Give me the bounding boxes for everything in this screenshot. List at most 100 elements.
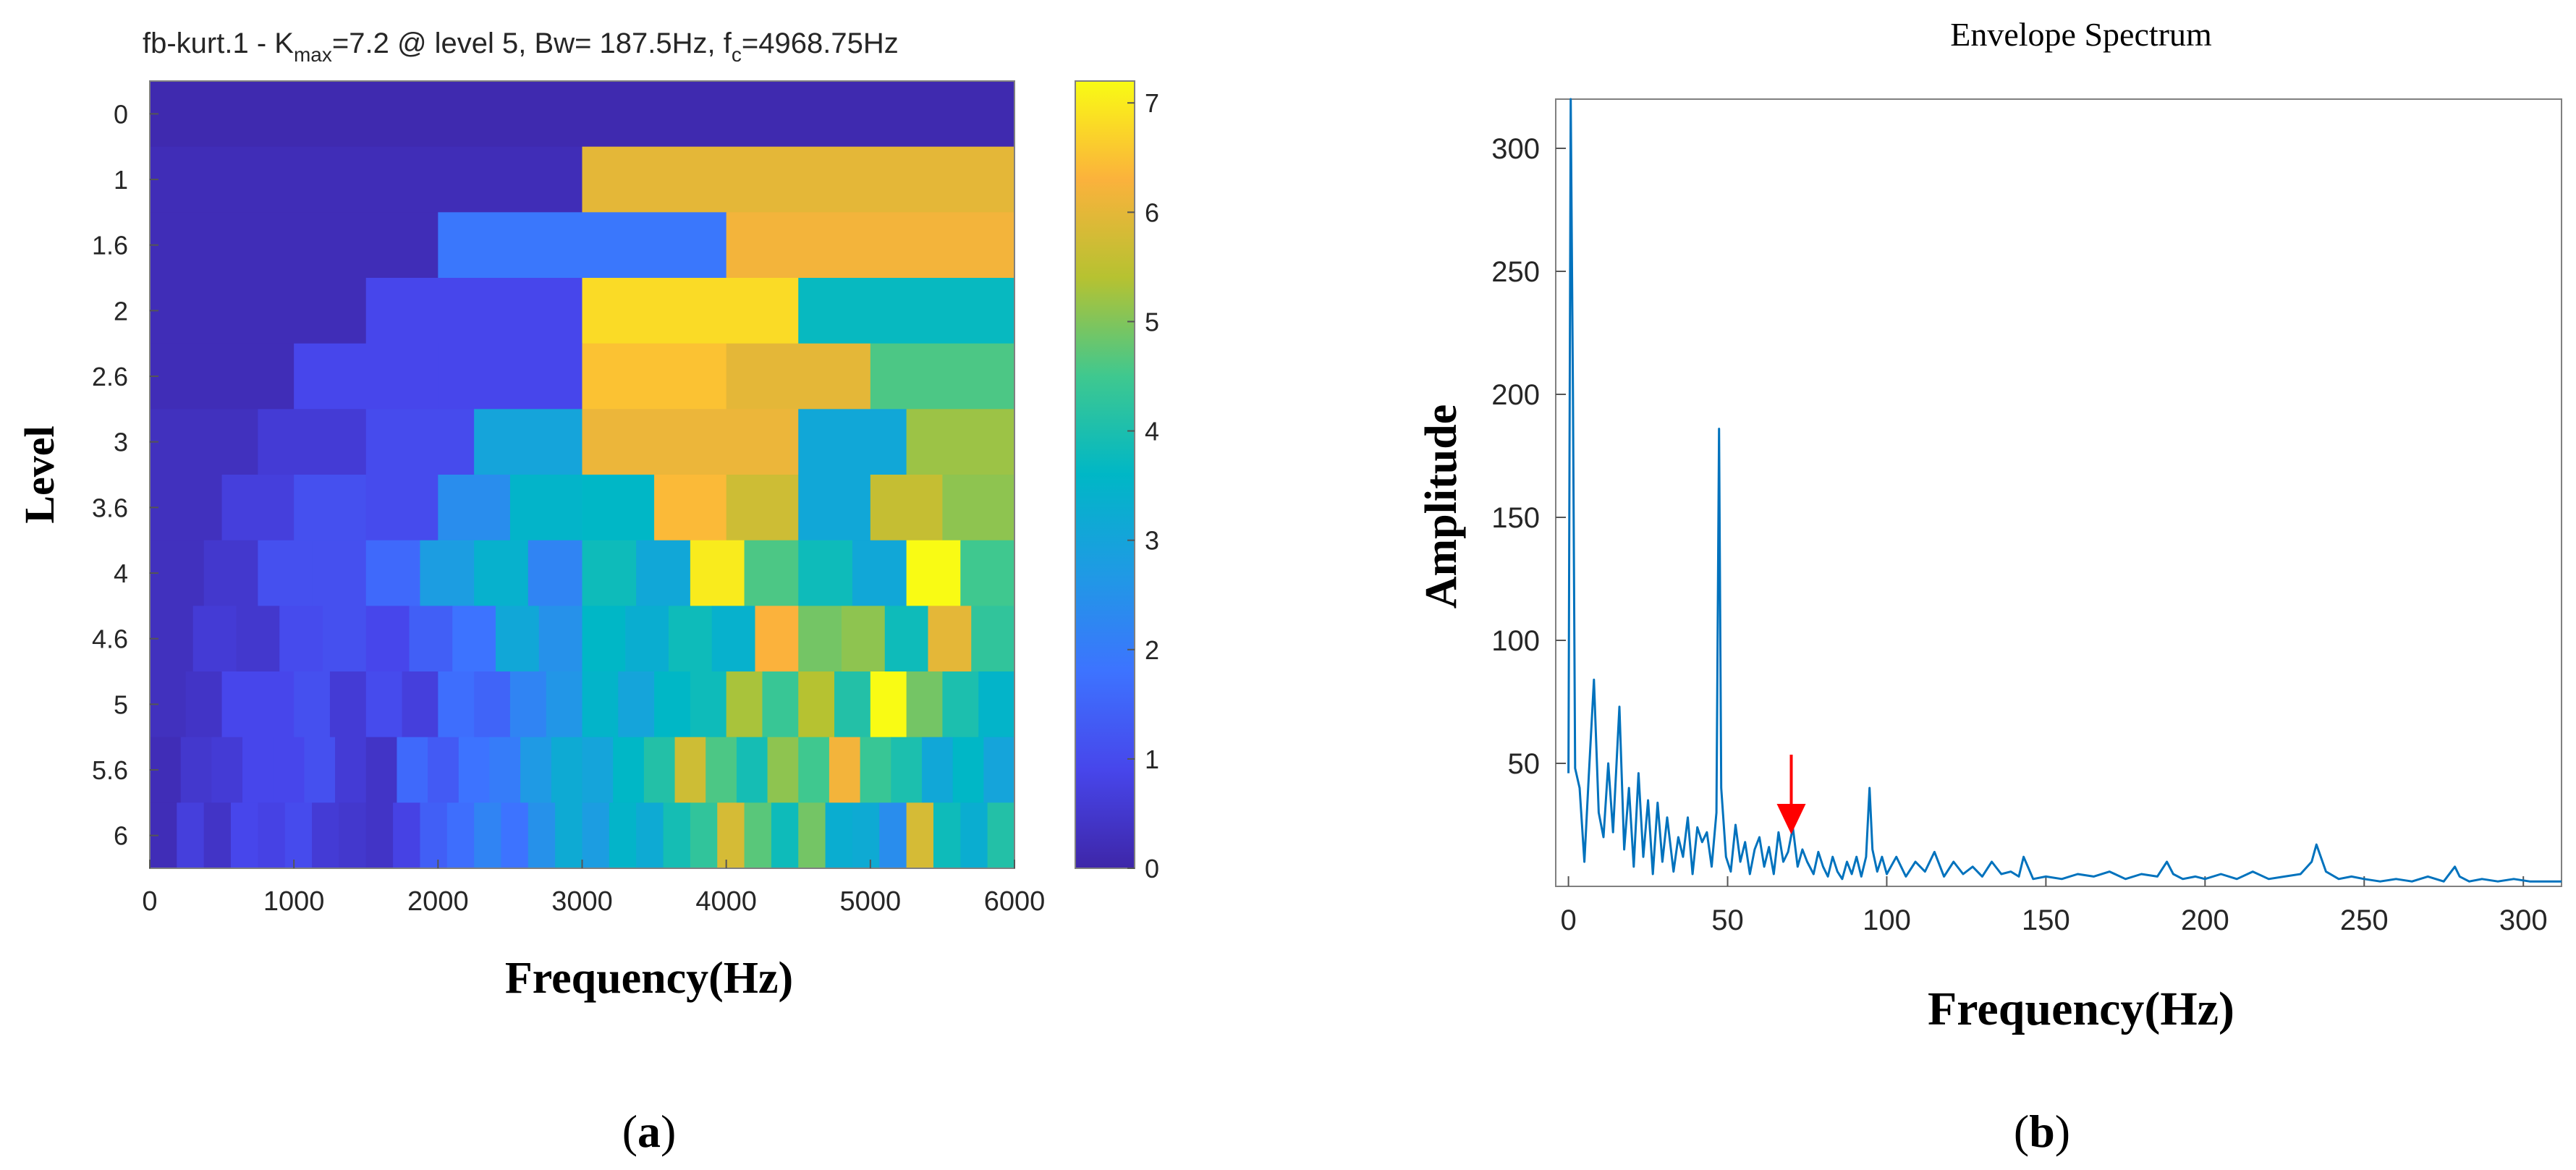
kurtogram-cell bbox=[528, 802, 556, 869]
kurtogram-cell bbox=[706, 737, 737, 803]
kurtogram-cell bbox=[798, 671, 835, 738]
kurtogram-cells bbox=[150, 81, 1015, 869]
kurtogram-cell bbox=[474, 540, 529, 606]
kurtogram-cell bbox=[582, 475, 655, 541]
kurtogram-cell bbox=[284, 802, 313, 869]
envelope-x-tick-label: 0 bbox=[1560, 904, 1576, 936]
kurtogram-cell bbox=[402, 671, 438, 738]
kurtogram-y-tick-label: 4.6 bbox=[92, 624, 128, 654]
kurtogram-cell bbox=[582, 737, 614, 803]
envelope-y-tick-label: 50 bbox=[1508, 748, 1541, 780]
kurtogram-cell bbox=[365, 475, 438, 541]
kurtogram-cell bbox=[393, 802, 421, 869]
colorbar-tick-label: 1 bbox=[1145, 745, 1159, 774]
envelope-title: Envelope Spectrum bbox=[1950, 16, 2212, 53]
kurtogram-cell bbox=[231, 802, 258, 869]
envelope-y-tick-label: 250 bbox=[1491, 256, 1540, 288]
envelope-x-tick-label: 50 bbox=[1711, 904, 1744, 936]
kurtogram-cell bbox=[613, 737, 645, 803]
kurtogram-cell bbox=[438, 212, 727, 279]
kurtogram-cell bbox=[150, 146, 583, 213]
kurtogram-cell bbox=[870, 475, 944, 541]
kurtogram-cell bbox=[323, 606, 367, 672]
kurtogram-y-tick-label: 1 bbox=[114, 165, 128, 195]
kurtogram-cell bbox=[546, 671, 583, 738]
kurtogram-cell bbox=[203, 802, 232, 869]
kurtogram-cell bbox=[339, 802, 367, 869]
kurtogram-cell bbox=[458, 737, 491, 803]
kurtogram-cell bbox=[294, 475, 367, 541]
kurtogram-cell bbox=[711, 606, 756, 672]
kurtogram-cell bbox=[551, 737, 583, 803]
kurtogram-cell bbox=[538, 606, 583, 672]
kurtogram-cell bbox=[906, 671, 944, 738]
kurtogram-cell bbox=[842, 606, 886, 672]
kurtogram-y-tick-label: 5 bbox=[114, 690, 128, 719]
kurtogram-cell bbox=[726, 212, 1015, 279]
kurtogram-cell bbox=[582, 278, 799, 344]
kurtogram-cell bbox=[150, 278, 367, 344]
kurtogram-cell bbox=[258, 409, 367, 475]
colorbar-tick-label: 3 bbox=[1145, 526, 1159, 556]
kurtogram-cell bbox=[555, 802, 583, 869]
colorbar bbox=[1075, 80, 1135, 869]
kurtogram-cell bbox=[987, 802, 1015, 869]
kurtogram-cell bbox=[928, 606, 972, 672]
kurtogram-cell bbox=[582, 540, 637, 606]
kurtogram-panel: fb-kurt.1 - Kmax=7.2 @ level 5, Bw= 187.… bbox=[16, 27, 1159, 1157]
kurtogram-cell bbox=[150, 343, 295, 410]
kurtogram-cell bbox=[180, 737, 212, 803]
kurtogram-cell bbox=[365, 278, 583, 344]
kurtogram-cell bbox=[150, 540, 205, 606]
red-arrow-marker bbox=[1776, 755, 1806, 834]
kurtogram-cell bbox=[891, 737, 923, 803]
kurtogram-cell bbox=[236, 606, 280, 672]
panel-a-label: (a) bbox=[622, 1106, 677, 1157]
kurtogram-y-tick-label: 5.6 bbox=[92, 755, 128, 785]
kurtogram-cell bbox=[636, 802, 664, 869]
kurtogram-y-tick-label: 1.6 bbox=[92, 231, 128, 260]
kurtogram-cell bbox=[365, 737, 398, 803]
kurtogram-cell bbox=[185, 671, 223, 738]
kurtogram-cell bbox=[582, 409, 691, 475]
kurtogram-cell bbox=[798, 606, 842, 672]
kurtogram-x-tick-label: 1000 bbox=[263, 886, 325, 917]
kurtogram-cell bbox=[211, 737, 243, 803]
kurtogram-cell bbox=[771, 802, 799, 869]
kurtogram-cell bbox=[860, 737, 891, 803]
kurtogram-cell bbox=[798, 475, 871, 541]
kurtogram-cell bbox=[744, 540, 799, 606]
kurtogram-y-tick-label: 0 bbox=[114, 99, 128, 129]
kurtogram-cell bbox=[279, 606, 323, 672]
colorbar-tick-label: 5 bbox=[1145, 307, 1159, 336]
kurtogram-cell bbox=[203, 540, 258, 606]
envelope-x-tick-label: 100 bbox=[1863, 904, 1911, 936]
kurtogram-cell bbox=[960, 540, 1015, 606]
kurtogram-cell bbox=[825, 802, 853, 869]
kurtogram-x-tick-label: 2000 bbox=[407, 886, 469, 917]
kurtogram-cell bbox=[501, 802, 529, 869]
kurtogram-cell bbox=[921, 737, 954, 803]
kurtogram-cell bbox=[798, 278, 1015, 344]
kurtogram-cell bbox=[312, 540, 367, 606]
kurtogram-cell bbox=[489, 737, 521, 803]
kurtogram-cell bbox=[365, 802, 394, 869]
kurtogram-cell bbox=[744, 802, 772, 869]
envelope-y-tick-label: 200 bbox=[1491, 379, 1540, 411]
kurtogram-cell bbox=[438, 671, 475, 738]
kurtogram-y-ticks: 0 1 1.6 2 2.6 3 3.6 4 4.6 5 5.6 6 bbox=[92, 99, 158, 851]
kurtogram-cell bbox=[520, 737, 552, 803]
kurtogram-cell bbox=[971, 606, 1015, 672]
envelope-x-tick-label: 300 bbox=[2499, 904, 2548, 936]
kurtogram-cell bbox=[978, 671, 1015, 738]
kurtogram-cell bbox=[474, 671, 511, 738]
envelope-axes-box bbox=[1555, 98, 2562, 887]
kurtogram-cell bbox=[717, 802, 745, 869]
kurtogram-cell bbox=[150, 212, 438, 279]
kurtogram-cell bbox=[762, 671, 799, 738]
kurtogram-cell bbox=[528, 540, 583, 606]
kurtogram-cell bbox=[420, 540, 475, 606]
kurtogram-cell bbox=[365, 606, 410, 672]
kurtogram-cell bbox=[150, 475, 223, 541]
red-arrow-head bbox=[1776, 804, 1806, 834]
